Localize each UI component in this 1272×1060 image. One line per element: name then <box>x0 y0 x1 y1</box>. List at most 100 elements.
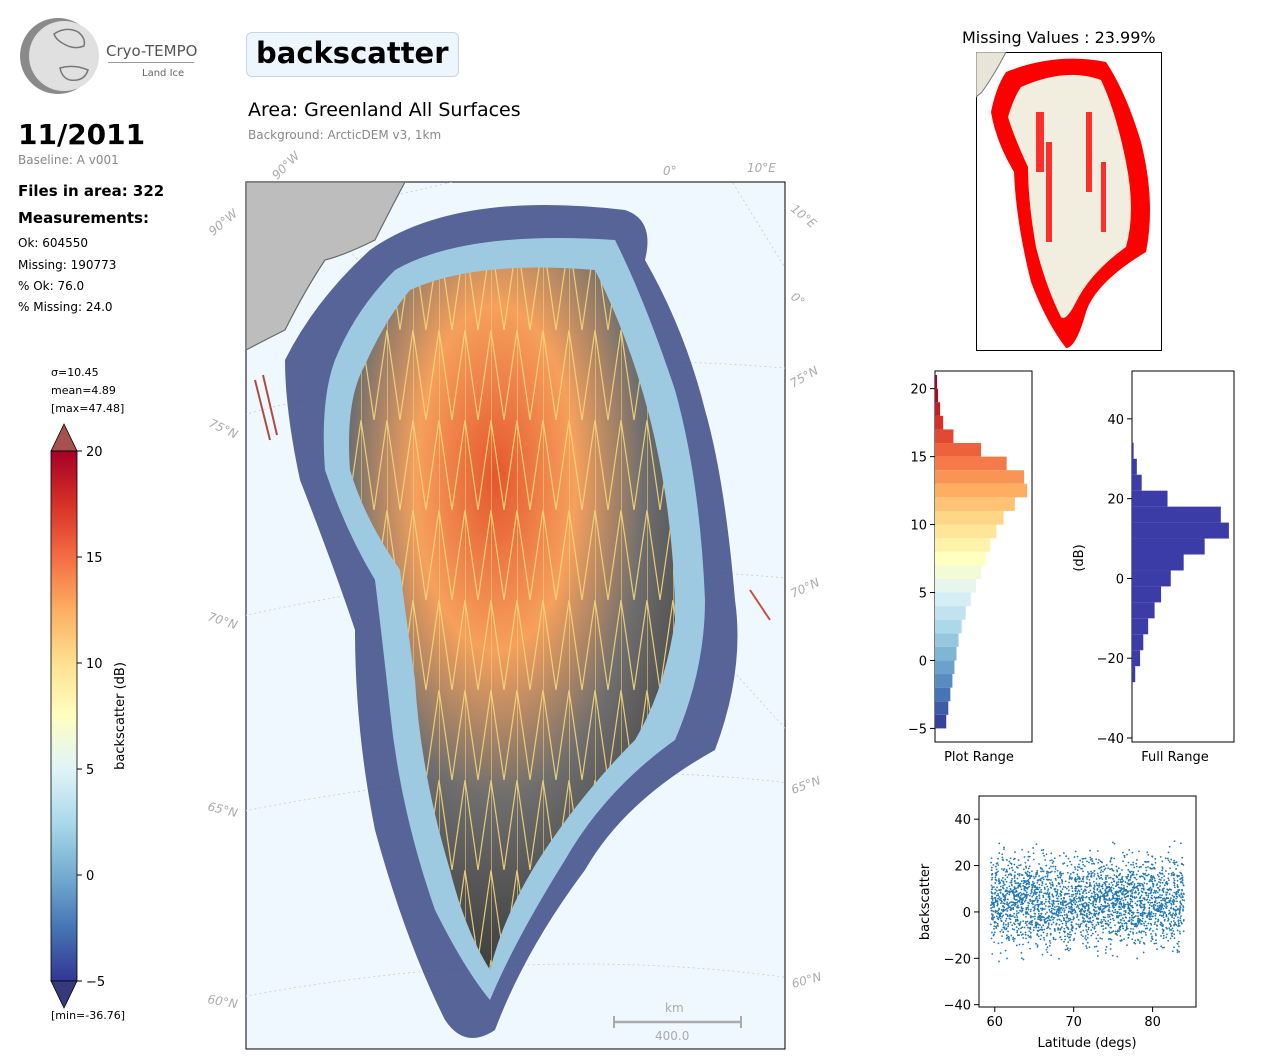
scatter-point <box>1090 896 1093 899</box>
histogram-bar <box>935 510 1004 525</box>
area-title: Area: Greenland All Surfaces <box>248 99 521 121</box>
scatter-point <box>1045 853 1048 856</box>
histogram-bar <box>935 660 955 675</box>
scatter-point <box>1121 876 1124 878</box>
scatter-point <box>1132 931 1134 934</box>
scatter-point <box>1149 922 1152 925</box>
scatter-point <box>1031 870 1033 873</box>
scatter-point <box>1071 912 1074 915</box>
scatter-point <box>1092 919 1095 922</box>
scatter-point <box>1063 909 1066 911</box>
scatter-point <box>1080 912 1083 915</box>
scatter-point <box>1131 900 1134 903</box>
scatter-point <box>1061 914 1064 917</box>
scatter-point <box>1084 937 1086 940</box>
scatter-point <box>1003 883 1006 886</box>
scatter-point <box>1001 893 1004 895</box>
scatter-point <box>1129 930 1132 933</box>
scatter-point <box>1078 863 1080 866</box>
scatter-point <box>1171 950 1174 953</box>
scatter-point <box>991 901 994 904</box>
scatter-point <box>1144 931 1147 934</box>
scatter-point <box>1147 873 1150 876</box>
scatter-point <box>1116 881 1118 884</box>
scatter-point <box>1130 914 1133 917</box>
scatter-point <box>1156 948 1158 950</box>
scatter-point <box>1143 922 1145 925</box>
scatter-point <box>1031 923 1034 926</box>
scatter-point <box>1015 887 1017 890</box>
scatter-point <box>1120 887 1123 889</box>
scatter-point <box>1131 891 1134 893</box>
scatter-point <box>1022 868 1025 871</box>
scatter-point <box>1059 927 1062 930</box>
scatter-point <box>1181 856 1184 859</box>
scatter-point <box>1166 891 1169 894</box>
scatter-point <box>1060 926 1063 929</box>
scatter-point <box>1055 879 1057 881</box>
scatter-point <box>1093 870 1096 872</box>
scatter-point <box>1086 930 1089 933</box>
histogram-bar <box>935 483 1028 498</box>
scatter-point <box>1018 943 1021 946</box>
scatter-point <box>1132 863 1135 866</box>
scatter-point <box>993 941 996 944</box>
logo-divider <box>108 62 194 63</box>
scatter-point <box>1181 878 1184 880</box>
scatter-point <box>1148 913 1151 916</box>
scatter-point <box>1126 877 1128 880</box>
scatter-point <box>1142 909 1145 912</box>
scatter-point <box>1176 893 1178 895</box>
scatter-point <box>1057 882 1060 884</box>
scatter-point <box>1049 942 1052 944</box>
scatter-point <box>1070 924 1073 927</box>
scatter-point <box>1065 926 1068 929</box>
scatter-point <box>1066 864 1069 867</box>
scatter-point <box>1137 887 1139 890</box>
scatter-point <box>1148 910 1151 912</box>
scatter-point <box>1093 873 1096 875</box>
scatter-point <box>995 927 998 929</box>
scatter-point <box>1032 875 1035 878</box>
scatter-point <box>1127 875 1129 878</box>
histogram-bar <box>1132 490 1168 507</box>
scatter-point <box>1050 954 1053 957</box>
colorbar-min: [min=-36.76] <box>51 1009 126 1022</box>
scatter-point <box>1007 923 1010 926</box>
scatter-point <box>1171 894 1174 897</box>
scatter-point <box>1043 854 1046 857</box>
scatter-point <box>1128 916 1131 919</box>
scatter-point <box>1042 894 1045 897</box>
scatter-point <box>1042 924 1045 927</box>
scatter-point <box>1129 871 1132 874</box>
scatter-point <box>1040 913 1043 915</box>
scatter-point <box>1143 878 1146 881</box>
scatter-point <box>1121 922 1123 925</box>
scatter-point <box>1119 890 1122 892</box>
scatter-point <box>1123 889 1126 892</box>
scatter-point <box>1118 908 1121 911</box>
scatter-point <box>1034 899 1037 901</box>
scatter-point <box>1095 878 1098 880</box>
scatter-point <box>1176 879 1179 882</box>
scatter-point <box>1134 890 1137 893</box>
scatter-point <box>1049 905 1051 908</box>
scatter-point <box>1129 878 1131 881</box>
scatter-point <box>1020 903 1022 906</box>
scatter-point <box>1046 946 1049 949</box>
scatter-point <box>1007 864 1010 867</box>
scatter-point <box>1109 899 1112 902</box>
histogram-bar <box>1132 586 1162 603</box>
scatter-point <box>1173 900 1176 903</box>
histogram-bar <box>935 375 938 389</box>
scatter-point <box>991 917 993 919</box>
scatter-point <box>1068 876 1071 879</box>
scatter-point <box>1169 867 1171 870</box>
scatter-point <box>1076 885 1079 888</box>
scatter-point <box>1128 884 1131 886</box>
scatter-point <box>1059 890 1062 892</box>
scatter-point <box>1092 880 1095 883</box>
scatter-point <box>1160 899 1163 902</box>
scatter-point <box>1052 918 1054 921</box>
scatter-point <box>1055 923 1058 926</box>
